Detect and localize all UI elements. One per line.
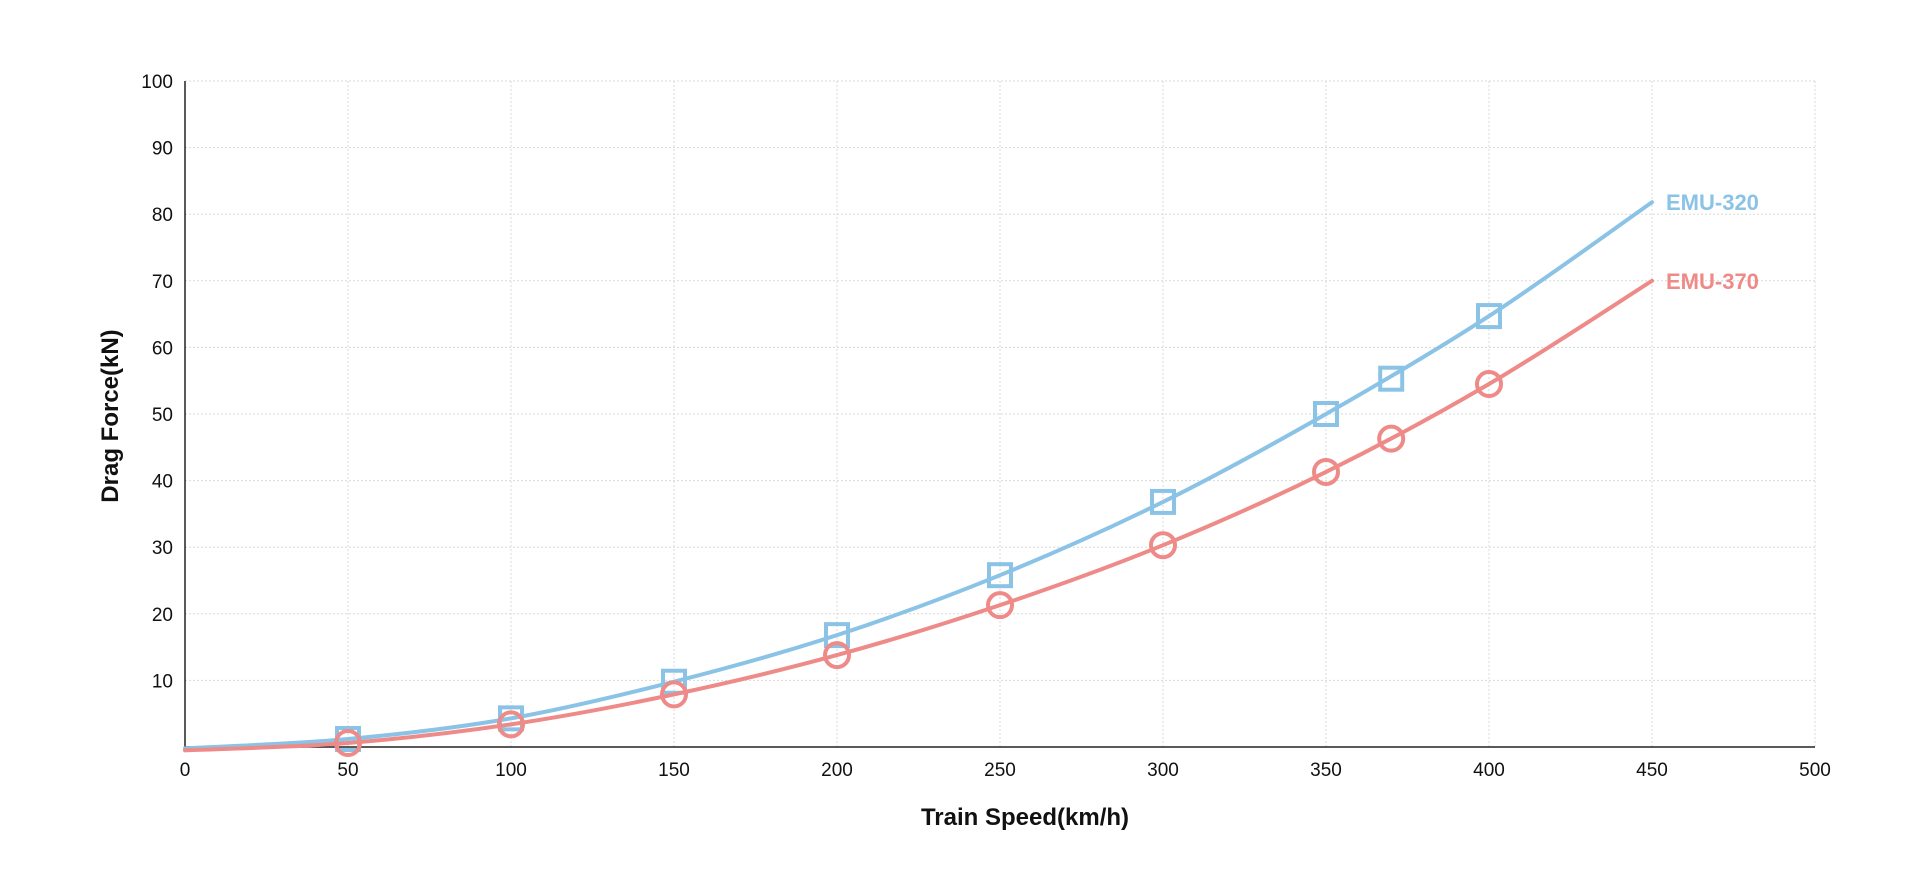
grid-layer: [185, 80, 1816, 747]
axis-layer: 0 50 100 150 200 250 300 350 400 450 500 10 20 30 40 50…: [141, 72, 1831, 781]
series-line-emu-320: [183, 200, 1654, 751]
series-layer: [183, 200, 1654, 758]
y-tick-label: 60: [152, 338, 173, 359]
y-tick-label: 100: [141, 72, 173, 93]
x-axis-title: Train Speed(km/h): [921, 804, 1129, 831]
data-point-emu-370: [497, 710, 525, 739]
x-tick-label: 400: [1473, 760, 1505, 781]
y-tick-label: 30: [152, 538, 173, 559]
x-tick-label: 300: [1147, 760, 1179, 781]
x-tick-label: 350: [1310, 760, 1342, 781]
data-point-emu-320: [1378, 365, 1405, 392]
y-axis-title: Drag Force(kN): [97, 329, 124, 502]
x-tick-label: 50: [337, 760, 358, 781]
x-tick-label: 150: [658, 760, 690, 781]
data-point-emu-320: [1476, 303, 1502, 330]
series-label-emu-320: EMU-320: [1666, 190, 1759, 215]
data-point-emu-370: [1312, 457, 1340, 486]
data-point-emu-320: [987, 562, 1013, 589]
y-tick-label: 40: [152, 472, 173, 493]
data-point-emu-370: [823, 641, 851, 670]
x-tick-label: 250: [984, 760, 1016, 781]
y-tick-label: 50: [152, 405, 173, 426]
data-point-emu-370: [1149, 531, 1177, 560]
y-tick-label: 20: [152, 605, 173, 626]
data-point-emu-320: [1150, 488, 1176, 515]
data-point-emu-370: [660, 680, 688, 709]
x-tick-label: 500: [1799, 760, 1831, 781]
data-point-emu-370: [334, 729, 362, 758]
series-line-emu-370: [183, 278, 1654, 753]
data-point-emu-370: [986, 591, 1014, 620]
series-label-emu-370: EMU-370: [1666, 269, 1759, 294]
y-tick-label: 90: [152, 139, 173, 160]
label-layer: EMU-320 EMU-370: [1666, 190, 1759, 294]
data-point-emu-370: [1377, 424, 1406, 453]
data-point-emu-370: [1475, 370, 1503, 399]
x-tick-label: 100: [495, 760, 527, 781]
x-tick-label: 200: [821, 760, 853, 781]
data-point-emu-320: [824, 622, 850, 649]
x-tick-label: 450: [1636, 760, 1668, 781]
x-tick-label: 0: [180, 760, 191, 781]
y-tick-label: 10: [152, 671, 173, 692]
data-point-emu-320: [1313, 401, 1339, 427]
y-tick-label: 70: [152, 272, 173, 293]
y-tick-label: 80: [152, 205, 173, 226]
